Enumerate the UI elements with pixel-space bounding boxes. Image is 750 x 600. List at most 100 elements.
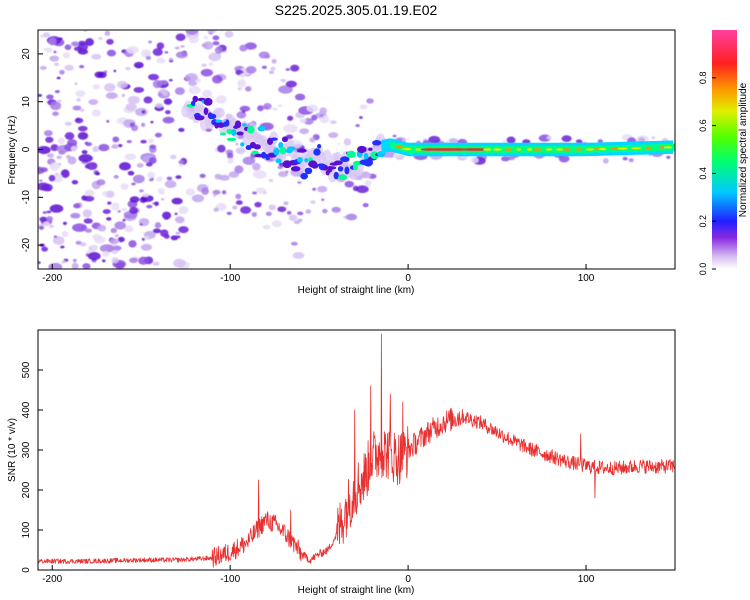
spectrogram-ridge-blob bbox=[226, 137, 237, 142]
spectrogram-speckle bbox=[71, 262, 79, 269]
spectrogram-speckle bbox=[73, 203, 81, 209]
spectrogram-speckle bbox=[174, 212, 178, 216]
spectrogram-speckle bbox=[179, 163, 183, 167]
spectrogram-speckle bbox=[38, 145, 51, 155]
spectrogram-speckle bbox=[154, 201, 159, 207]
spectrogram-ridge-blob bbox=[338, 174, 348, 181]
spectrogram-ridge-blob bbox=[333, 171, 339, 180]
spectrogram-speckle bbox=[58, 37, 63, 41]
spectrogram-speckle bbox=[180, 45, 185, 48]
spectrogram-speckle bbox=[303, 117, 314, 125]
spectrogram-speckle bbox=[268, 70, 274, 75]
spectrogram-speckle bbox=[72, 105, 82, 111]
spectrogram-ridge-blob bbox=[278, 141, 284, 149]
spectrogram-ridge-blob bbox=[340, 156, 350, 163]
spectrogram-speckle bbox=[140, 243, 153, 251]
spectrogram-speckle bbox=[255, 187, 267, 194]
spectrogram-ridge-blob bbox=[219, 132, 227, 136]
spectrogram-speckle bbox=[319, 115, 330, 124]
spectrogram-speckle bbox=[561, 135, 572, 142]
spectrogram-ridge-blob bbox=[297, 148, 307, 153]
spectrogram-speckle bbox=[106, 217, 112, 221]
spectrogram-speckle bbox=[232, 205, 238, 210]
spectrogram-speckle bbox=[175, 235, 181, 239]
spectrogram-speckle bbox=[121, 93, 125, 97]
spectrogram-speckle bbox=[85, 38, 94, 47]
spectrogram-hotspot bbox=[401, 147, 412, 151]
spectrogram-ridge-blob bbox=[357, 145, 367, 154]
spectrogram-ridge-blob bbox=[234, 120, 242, 129]
spectrogram-speckle bbox=[54, 90, 60, 94]
spectrogram-speckle bbox=[50, 101, 62, 111]
spectrogram-hotspot bbox=[617, 147, 628, 150]
spectrogram-speckle bbox=[163, 216, 170, 220]
spectrogram-speckle bbox=[152, 48, 163, 56]
spectrogram-hotspot bbox=[598, 147, 607, 151]
spectrogram-speckle bbox=[57, 137, 66, 145]
spectrogram-ridge-blob bbox=[323, 165, 328, 171]
spectrogram-speckle bbox=[224, 30, 234, 38]
spectrogram-speckle bbox=[185, 22, 194, 29]
spectrogram-speckle bbox=[46, 94, 54, 100]
spectrogram-speckle bbox=[237, 79, 247, 88]
spectrogram-speckle bbox=[160, 80, 168, 85]
spectrogram-speckle bbox=[287, 115, 294, 121]
spectrogram-speckle bbox=[159, 190, 165, 195]
spectrogram-speckle bbox=[132, 174, 145, 184]
spectrogram-speckle bbox=[263, 106, 269, 110]
spectrogram-speckle bbox=[305, 209, 312, 214]
spectrogram-speckle bbox=[212, 41, 220, 46]
spectrogram-speckle bbox=[199, 173, 206, 178]
spectrogram-speckle bbox=[82, 209, 92, 218]
snr-series-line bbox=[38, 333, 675, 568]
spectrogram-speckle bbox=[129, 196, 140, 203]
y-tick-label: 200 bbox=[21, 481, 32, 498]
spectrogram-speckle bbox=[39, 216, 48, 222]
spectrogram-speckle bbox=[133, 61, 144, 69]
spectrogram-ridge-blob bbox=[226, 128, 233, 135]
spectrogram-ridge-blob bbox=[296, 156, 303, 163]
spectrogram-speckle bbox=[146, 204, 153, 209]
spectrogram-hotspot bbox=[448, 148, 467, 151]
spectrogram-speckle bbox=[86, 162, 98, 170]
spectrogram-speckle bbox=[226, 211, 232, 215]
spectrogram-speckle bbox=[160, 198, 165, 201]
spectrogram-speckle bbox=[41, 246, 48, 252]
spectrogram-speckle bbox=[136, 163, 144, 168]
spectrogram-hotspot bbox=[659, 146, 665, 149]
spectrogram-hotspot bbox=[395, 145, 404, 149]
spectrogram-speckle bbox=[78, 154, 93, 163]
spectrogram-speckle bbox=[506, 136, 516, 144]
spectrogram-speckle bbox=[87, 252, 101, 261]
spectrogram-speckle bbox=[139, 196, 147, 204]
spectrogram-hotspot bbox=[503, 148, 513, 151]
spectrogram-speckle bbox=[200, 68, 214, 77]
spectrogram-speckle bbox=[97, 224, 107, 232]
spectrogram-y-axis-label: Frequency (Hz) bbox=[7, 116, 18, 185]
spectrogram-speckle bbox=[91, 53, 102, 60]
spectrogram-speckle bbox=[52, 111, 59, 116]
spectrogram-speckle bbox=[359, 116, 363, 119]
spectrogram-speckle bbox=[143, 96, 153, 104]
spectrogram-speckle bbox=[72, 223, 88, 232]
spectrogram-speckle bbox=[125, 102, 137, 112]
spectrogram-speckle bbox=[271, 58, 277, 64]
spectrogram-speckle bbox=[603, 158, 609, 164]
spectrogram-ridge-blob bbox=[327, 166, 337, 170]
y-tick-label: 300 bbox=[21, 441, 32, 458]
spectrogram-speckle bbox=[173, 258, 186, 268]
x-tick-label: 0 bbox=[405, 574, 411, 585]
spectrogram-speckle bbox=[94, 71, 104, 79]
spectrogram-speckle bbox=[148, 138, 155, 144]
spectrogram-hotspot bbox=[532, 148, 543, 151]
spectrogram-speckle bbox=[211, 75, 223, 84]
spectrogram-speckle bbox=[66, 154, 71, 159]
spectrogram-speckle bbox=[270, 66, 276, 71]
spectrogram-speckle bbox=[244, 42, 257, 50]
spectrogram-speckle bbox=[143, 235, 150, 240]
spectrogram-speckle bbox=[106, 119, 110, 123]
spectrogram-speckle bbox=[393, 153, 400, 158]
snr-panel: -200 -100 0 100 0 100 200 300 400 500 Height of … bbox=[7, 329, 676, 596]
snr-y-axis-label: SNR (10 * v/v) bbox=[7, 418, 18, 482]
